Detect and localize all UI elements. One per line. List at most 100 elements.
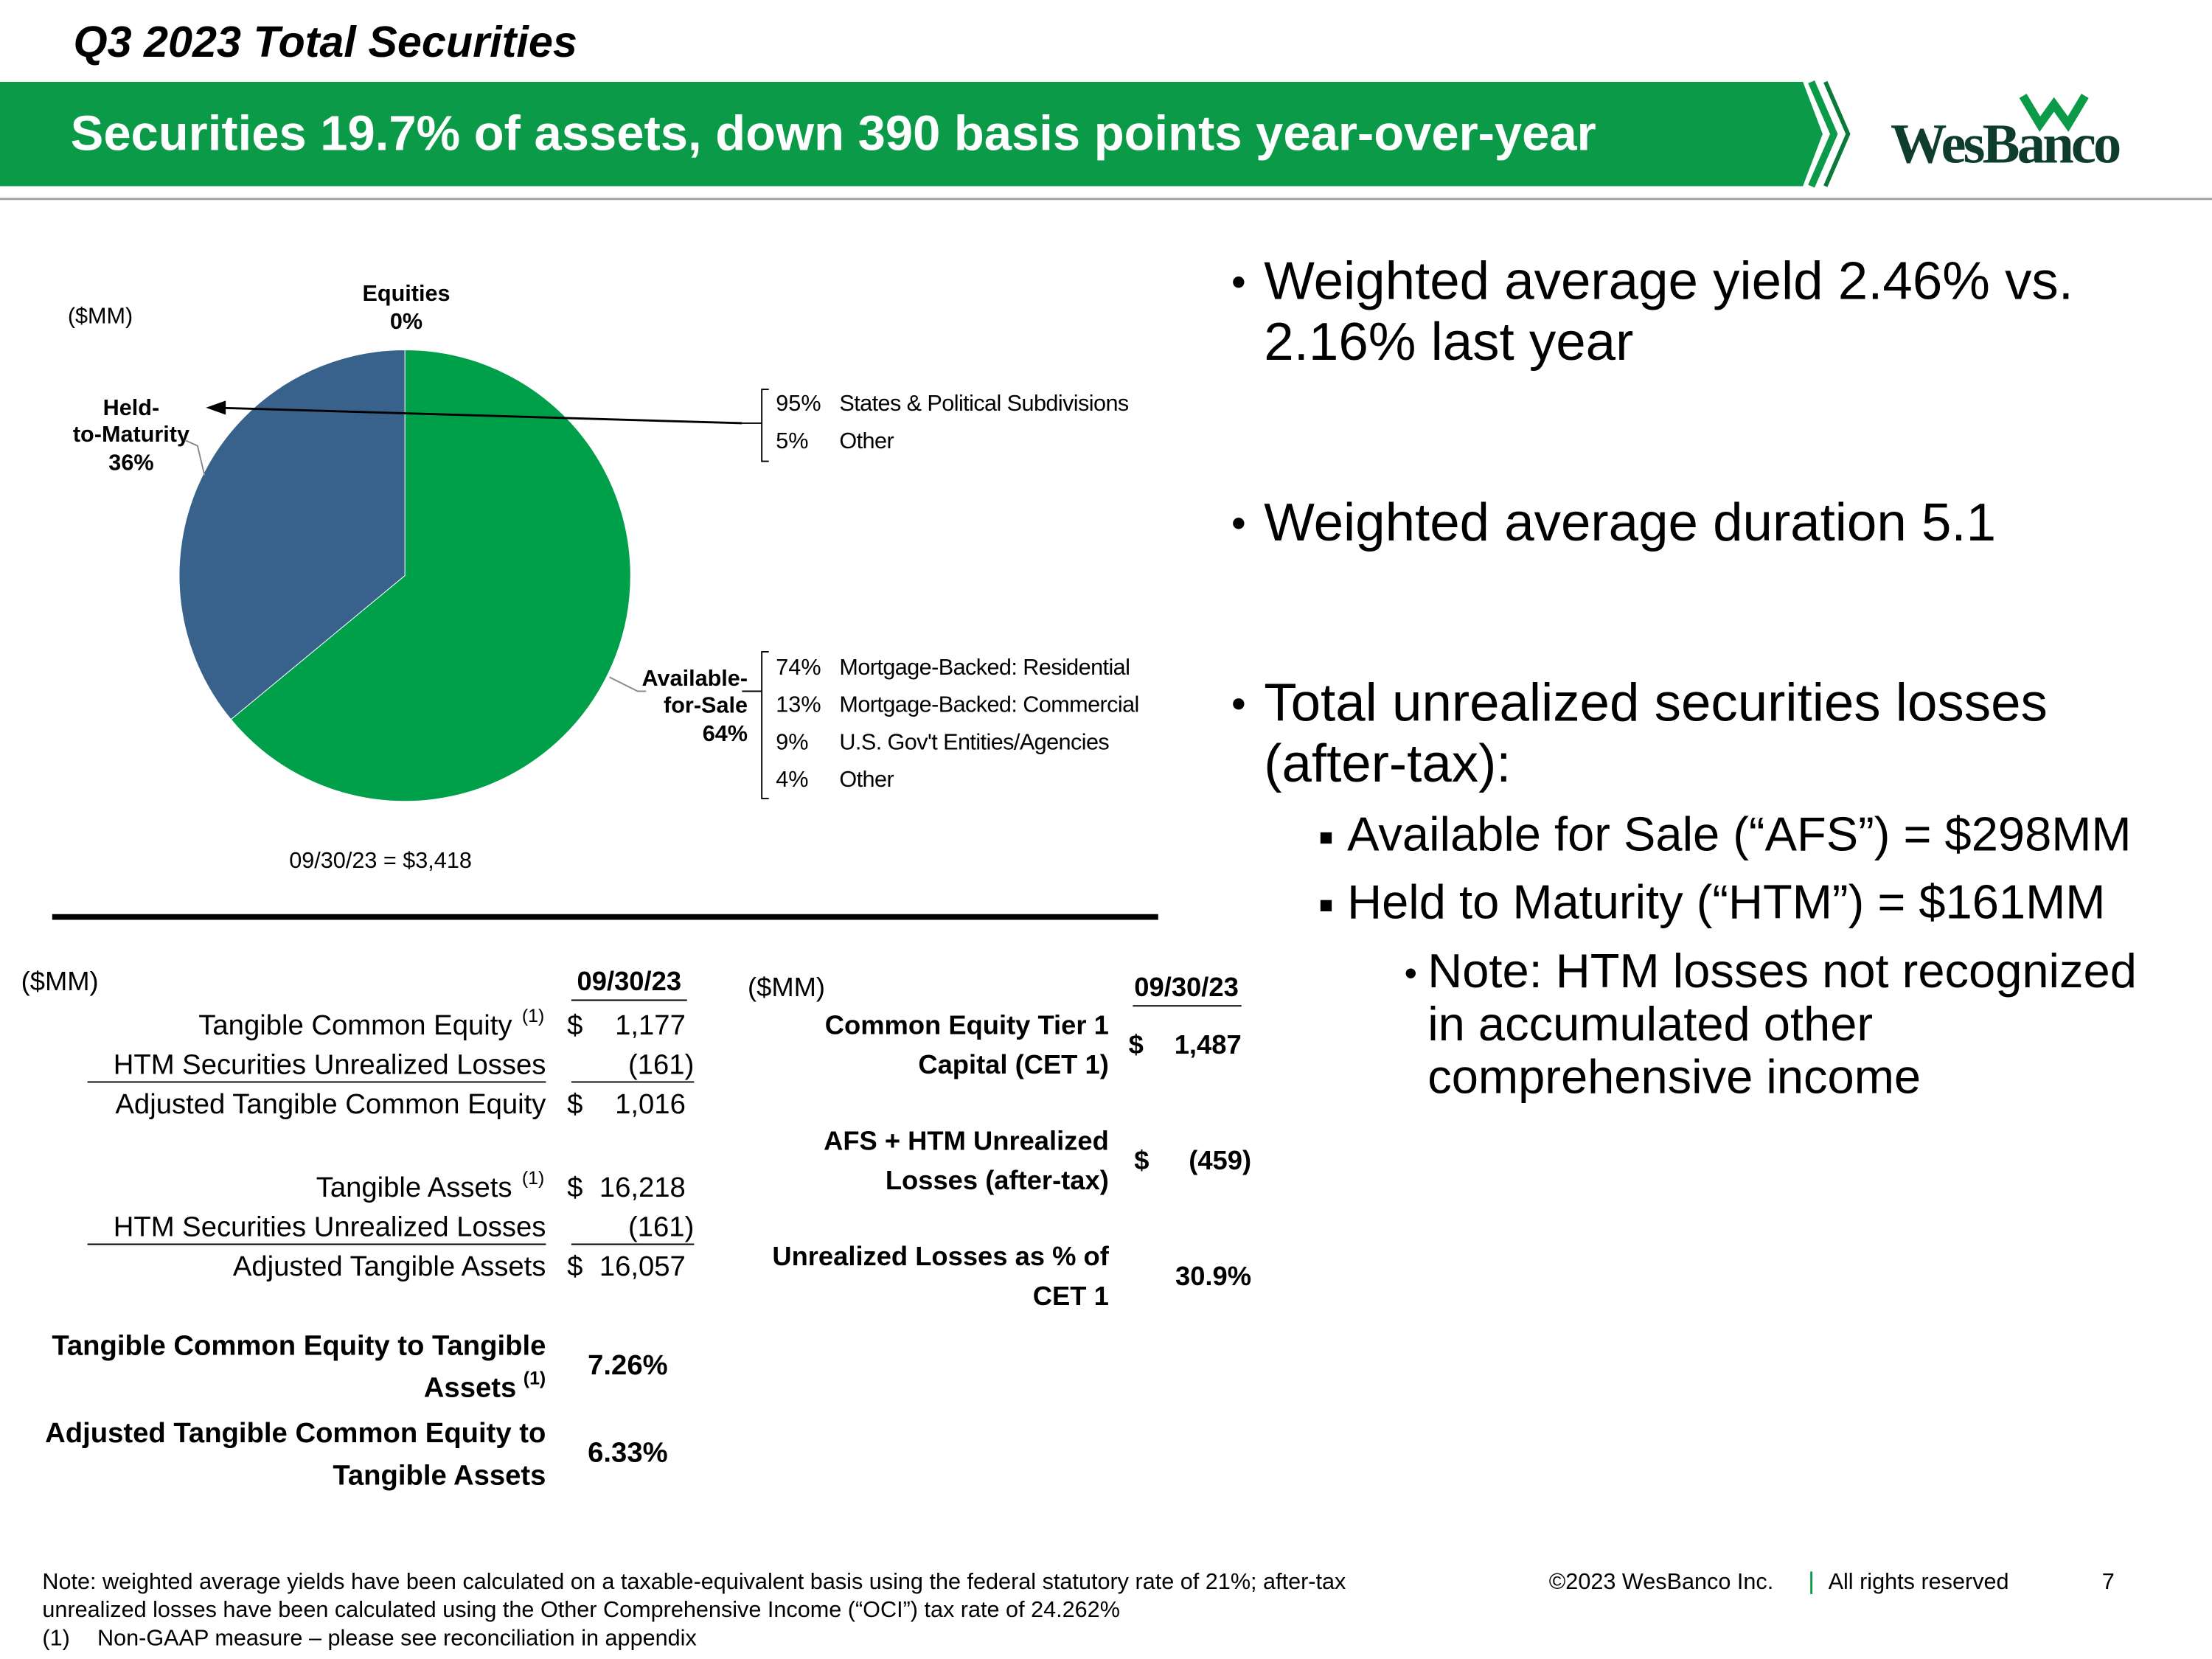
row-label: Common Equity Tier 1	[825, 1009, 1109, 1040]
row-label: AFS + HTM Unrealized	[824, 1125, 1109, 1155]
sub-sub-bullet-text: Note: HTM losses not recognized	[1427, 944, 2137, 998]
title: Q3 2023 Total Securities	[73, 17, 577, 66]
bullet	[1320, 832, 1332, 844]
ratio-value: 6.33%	[588, 1437, 667, 1469]
row-label: Tangible Assets	[316, 1172, 512, 1203]
bullet-text: 2.16% last year	[1264, 312, 1633, 372]
breakdown-pct: 13%	[776, 692, 821, 717]
footnote-mark: (1)	[522, 1006, 544, 1026]
breakdown-label: Mortgage-Backed: Residential	[839, 655, 1130, 680]
row-value: (161)	[628, 1211, 694, 1243]
bullet	[1233, 698, 1245, 710]
chevron	[1808, 80, 1838, 188]
row-value: (459)	[1189, 1145, 1251, 1175]
value-label: 36%	[108, 451, 153, 476]
column-header: 09/30/23	[577, 966, 681, 996]
row-value: 16,218	[599, 1172, 686, 1203]
logo: WesBanco	[1891, 112, 2120, 175]
sub-bullet-text: Available for Sale (“AFS”) = $298MM	[1347, 807, 2131, 861]
sub-sub-bullet-text: in accumulated other	[1427, 997, 1873, 1051]
breakdown-pct: 74%	[776, 655, 821, 680]
breakdown-pct: 4%	[776, 767, 808, 792]
breakdown-pct: 9%	[776, 729, 808, 754]
banner	[0, 81, 1823, 187]
row-value: 1,487	[1175, 1029, 1242, 1060]
bullet	[1233, 518, 1245, 529]
bullet	[1233, 276, 1245, 288]
row-value: 1,016	[615, 1088, 686, 1120]
table-unit: ($MM)	[21, 966, 99, 996]
footnote-mark: (1)	[42, 1625, 69, 1650]
pie-slice	[178, 349, 406, 720]
row-label: Losses (after-tax)	[886, 1165, 1109, 1195]
ratio-label: Assets	[424, 1372, 516, 1404]
row-label: Unrealized Losses as % of	[772, 1241, 1109, 1271]
table-unit: ($MM)	[748, 972, 825, 1002]
bullet-text: (after-tax):	[1264, 734, 1511, 793]
footer-note: Note: weighted average yields have been …	[42, 1569, 1346, 1594]
currency: $	[567, 1009, 582, 1041]
leader-line	[609, 676, 647, 692]
value-label: 0%	[390, 309, 422, 334]
sub-bullet-text: Held to Maturity (“HTM”) = $161MM	[1347, 875, 2105, 929]
chart-total: 09/30/23 = $3,418	[289, 848, 472, 873]
footer-note: unrealized losses have been calculated u…	[42, 1597, 1120, 1622]
currency: $	[1134, 1145, 1149, 1175]
value-label: 64%	[703, 721, 748, 746]
bullet-text: Total unrealized securities losses	[1264, 673, 2048, 733]
row-label: CET 1	[1033, 1281, 1109, 1311]
row-label: HTM Securities Unrealized Losses	[114, 1211, 546, 1243]
chevron	[1823, 80, 1851, 187]
breakdown-pct: 5%	[776, 428, 808, 453]
row-label: HTM Securities Unrealized Losses	[114, 1049, 546, 1081]
breakdown-label: U.S. Gov't Entities/Agencies	[839, 729, 1109, 754]
bracket	[761, 389, 769, 462]
footnote-mark: (1)	[522, 1168, 544, 1189]
copyright: ©2023 WesBanco Inc.	[1549, 1569, 1773, 1594]
arrow-line	[214, 406, 742, 425]
row-value: 1,177	[615, 1009, 686, 1041]
currency: $	[567, 1251, 582, 1282]
row-label: Adjusted Tangible Common Equity	[115, 1088, 546, 1120]
logo-mark	[2019, 94, 2089, 132]
row-value: 16,057	[599, 1251, 686, 1282]
category-label: Equities	[362, 281, 450, 306]
ratio-value: 7.26%	[588, 1349, 667, 1381]
chart-unit: ($MM)	[68, 304, 133, 329]
ratio-label: Tangible Common Equity to Tangible	[52, 1329, 546, 1361]
bracket	[761, 650, 769, 799]
ratio-label: Tangible Assets	[333, 1459, 546, 1491]
row-value: (161)	[628, 1049, 694, 1081]
breakdown-label: Mortgage-Backed: Commercial	[839, 692, 1138, 717]
leader-line	[184, 439, 206, 476]
footnote-text: Non-GAAP measure – please see reconcilia…	[97, 1625, 697, 1650]
sub-sub-bullet-text: comprehensive income	[1427, 1050, 1921, 1104]
row-label: Adjusted Tangible Assets	[233, 1251, 546, 1282]
currency: $	[1129, 1029, 1144, 1060]
ratio-label: Adjusted Tangible Common Equity to	[45, 1417, 546, 1449]
breakdown-pct: 95%	[776, 391, 821, 416]
rights: All rights reserved	[1829, 1569, 2009, 1594]
row-label: Capital (CET 1)	[918, 1049, 1108, 1079]
currency: $	[567, 1088, 582, 1120]
bullet-text: Weighted average yield 2.46% vs.	[1264, 251, 2073, 311]
breakdown-label: States & Political Subdivisions	[839, 391, 1129, 416]
bullet	[1405, 968, 1416, 978]
breakdown-label: Other	[839, 767, 894, 792]
footnote-mark: (1)	[524, 1368, 546, 1389]
bullet-text: Weighted average duration 5.1	[1264, 493, 1996, 552]
arrow-head	[206, 400, 226, 415]
pie-slice	[230, 349, 631, 802]
row-value: 30.9%	[1175, 1261, 1251, 1291]
category-label: Available-for-Sale	[642, 666, 748, 717]
currency: $	[567, 1172, 582, 1203]
page-number: 7	[2102, 1569, 2115, 1594]
banner-text: Securities 19.7% of assets, down 390 bas…	[71, 105, 1596, 161]
category-label: Held-to-Maturity	[73, 395, 189, 447]
breakdown-label: Other	[839, 428, 894, 453]
bullet	[1320, 900, 1332, 911]
row-label: Tangible Common Equity	[198, 1009, 512, 1041]
column-header: 09/30/23	[1134, 972, 1238, 1002]
